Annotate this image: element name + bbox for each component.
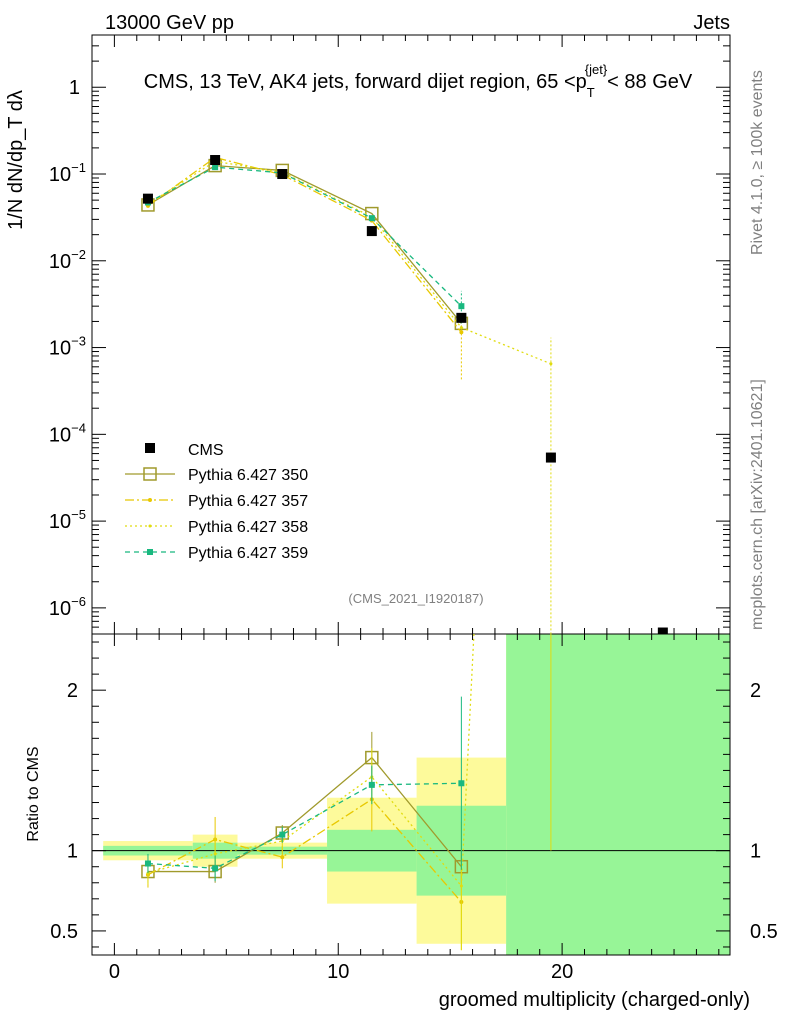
legend-marker-p357 [148, 498, 152, 502]
ratio-tick-label-left: 0.5 [50, 921, 78, 943]
series-line-p358 [147, 160, 552, 365]
ratio-band-green [506, 634, 730, 955]
ratio-point-p359 [144, 860, 151, 867]
legend-label-p358: Pythia 6.427 358 [188, 519, 308, 536]
chart-title-end: < 88 GeV [607, 71, 693, 93]
cms-data-point [456, 312, 467, 323]
chart-title-sup: {jet} [585, 62, 608, 77]
legend-label-p350: Pythia 6.427 350 [188, 467, 308, 484]
ratio-line-p359 [147, 782, 462, 869]
x-tick-label: 0 [109, 961, 120, 983]
ratio-point-p359 [279, 831, 286, 838]
series-point-p359 [368, 215, 375, 222]
y-tick-label: 1 [69, 77, 80, 99]
legend-marker-p350 [143, 467, 157, 481]
series-line-p357 [147, 156, 462, 333]
legend-label-p359: Pythia 6.427 359 [188, 545, 308, 562]
chart-title-sub: T [587, 85, 595, 100]
legend-marker-p358 [148, 524, 152, 528]
x-axis-title: groomed multiplicity (charged-only) [439, 989, 750, 1011]
y-tick-label: 10−2 [49, 247, 86, 273]
y-tick-label: 10−4 [49, 420, 86, 446]
ratio-uncertainty-bands [103, 634, 730, 955]
legend-marker-cms [145, 443, 155, 453]
ratio-tick-label-right: 1 [750, 841, 761, 863]
cms-data-point [277, 169, 288, 180]
series-line-p359 [147, 166, 462, 307]
y-tick-label: 10−5 [49, 507, 86, 533]
axis-frames [91, 34, 731, 956]
ratio-point-p358 [459, 884, 463, 888]
y-tick-label: 10−6 [49, 594, 86, 620]
mcplots-label: mcplots.cern.ch [arXiv:2401.10621] [749, 379, 766, 630]
ratio-point-p357 [280, 855, 285, 860]
legend-label-cms: CMS [188, 442, 224, 459]
ratio-tick-label-left: 2 [67, 680, 78, 702]
ratio-point-p358 [213, 852, 217, 856]
ratio-tick-label-left: 1 [67, 841, 78, 863]
cms-data-point [657, 627, 668, 634]
ratio-axis-title: Ratio to CMS [25, 746, 42, 841]
series-point-p357 [459, 330, 464, 335]
main-panel-series [141, 155, 668, 634]
series-cms [142, 155, 668, 634]
header-left: 13000 GeV pp [105, 12, 234, 34]
series-point-p359 [458, 303, 465, 310]
chart-title: CMS, 13 TeV, AK4 jets, forward dijet reg… [144, 62, 693, 100]
legend-marker-p359 [147, 549, 153, 555]
chart-title-main: CMS, 13 TeV, AK4 jets, forward dijet reg… [144, 71, 587, 93]
ratio-tick-label-right: 0.5 [750, 921, 778, 943]
series-p358 [146, 159, 553, 634]
ratio-line-p357 [147, 798, 462, 903]
header-right: Jets [693, 12, 730, 34]
series-p359 [144, 164, 465, 324]
cms-data-point [545, 452, 556, 463]
ratio-point-p359 [458, 780, 465, 787]
y-tick-label: 10−3 [49, 334, 86, 360]
series-p350 [141, 158, 469, 331]
ratio-tick-label-right: 2 [750, 680, 761, 702]
ratio-panel-series [141, 634, 552, 951]
axis-ticks: 0 10 20 1 10−1 10−2 10−3 10−4 10−5 10−6 0.5 0.5 1 1 2 2 [49, 34, 778, 983]
ratio-series-p359 [144, 696, 465, 882]
x-tick-label: 20 [551, 961, 573, 983]
ratio-plot-frame [91, 633, 731, 956]
rivet-label: Rivet 4.1.0, ≥ 100k events [749, 70, 766, 255]
y-tick-label: 10−1 [49, 160, 86, 186]
series-point-p358 [549, 362, 553, 366]
cms-data-point [210, 155, 221, 166]
ratio-point-p359 [368, 781, 375, 788]
series-point-p359 [212, 164, 219, 171]
cms-data-point [142, 193, 153, 204]
series-point-p358 [459, 326, 463, 330]
watermark-label: (CMS_2021_I1920187) [348, 591, 483, 606]
ratio-point-p359 [212, 865, 219, 872]
series-line-p350 [147, 164, 462, 324]
x-tick-label: 10 [327, 961, 349, 983]
cms-data-point [366, 226, 377, 237]
data-series [141, 155, 668, 951]
legend: CMS Pythia 6.427 350 Pythia 6.427 357 Pythi… [125, 442, 308, 562]
legend-label-p357: Pythia 6.427 357 [188, 493, 308, 510]
y-axis-title: 1/N dN/dp_T dλ [5, 90, 27, 230]
